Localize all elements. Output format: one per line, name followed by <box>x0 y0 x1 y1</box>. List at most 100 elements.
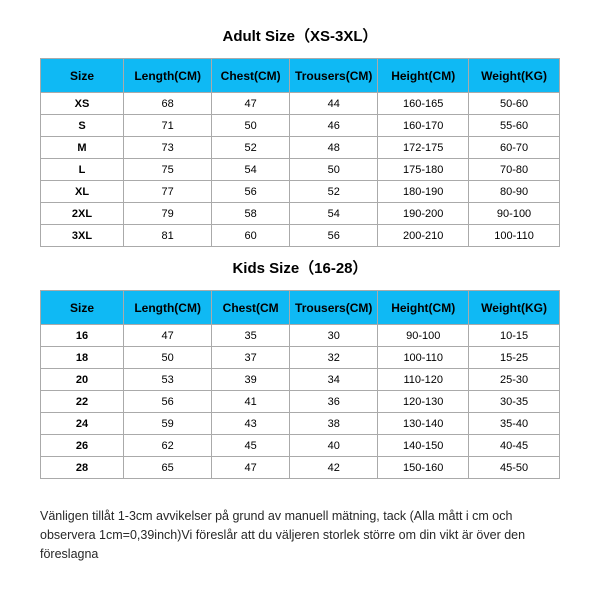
table-cell: 35 <box>212 325 290 347</box>
table-cell: 10-15 <box>469 325 560 347</box>
table-row: XS684744160-16550-60 <box>41 93 560 115</box>
table-cell: 100-110 <box>469 225 560 247</box>
table-cell: 59 <box>124 413 212 435</box>
column-header: Chest(CM) <box>212 59 290 93</box>
table-cell: 120-130 <box>378 391 469 413</box>
table-cell: M <box>41 137 124 159</box>
table-cell: 68 <box>124 93 212 115</box>
table-cell: 50 <box>124 347 212 369</box>
table-cell: 3XL <box>41 225 124 247</box>
table-cell: 100-110 <box>378 347 469 369</box>
table-cell: 70-80 <box>469 159 560 181</box>
table-cell: 54 <box>212 159 290 181</box>
table-cell: 47 <box>124 325 212 347</box>
table-cell: 60 <box>212 225 290 247</box>
table-cell: 73 <box>124 137 212 159</box>
table-cell: 160-165 <box>378 93 469 115</box>
table-cell: 38 <box>290 413 378 435</box>
table-cell: 77 <box>124 181 212 203</box>
table-cell: 46 <box>290 115 378 137</box>
table-cell: 42 <box>290 457 378 479</box>
table-cell: 150-160 <box>378 457 469 479</box>
adult-size-table: SizeLength(CM)Chest(CM)Trousers(CM)Heigh… <box>40 58 560 247</box>
table-row: 18503732100-11015-25 <box>41 347 560 369</box>
table-cell: 37 <box>212 347 290 369</box>
column-header: Size <box>41 291 124 325</box>
table-row: XL775652180-19080-90 <box>41 181 560 203</box>
table-cell: 81 <box>124 225 212 247</box>
table-cell: 40 <box>290 435 378 457</box>
table-cell: 56 <box>290 225 378 247</box>
table-cell: 79 <box>124 203 212 225</box>
table-cell: 36 <box>290 391 378 413</box>
table-cell: 160-170 <box>378 115 469 137</box>
table-cell: 24 <box>41 413 124 435</box>
kids-size-table: SizeLength(CM)Chest(CMTrousers(CM)Height… <box>40 290 560 479</box>
column-header: Length(CM) <box>124 59 212 93</box>
table-cell: XS <box>41 93 124 115</box>
table-cell: 56 <box>212 181 290 203</box>
kids-title: Kids Size（16-28） <box>40 247 560 290</box>
table-cell: 15-25 <box>469 347 560 369</box>
column-header: Height(CM) <box>378 59 469 93</box>
table-row: M735248172-17560-70 <box>41 137 560 159</box>
table-row: L755450175-18070-80 <box>41 159 560 181</box>
table-cell: 180-190 <box>378 181 469 203</box>
table-row: 20533934110-12025-30 <box>41 369 560 391</box>
table-row: 2XL795854190-20090-100 <box>41 203 560 225</box>
table-cell: 130-140 <box>378 413 469 435</box>
table-cell: 190-200 <box>378 203 469 225</box>
table-cell: 60-70 <box>469 137 560 159</box>
table-cell: 18 <box>41 347 124 369</box>
table-cell: 35-40 <box>469 413 560 435</box>
table-cell: 43 <box>212 413 290 435</box>
table-cell: 30-35 <box>469 391 560 413</box>
table-cell: 52 <box>290 181 378 203</box>
table-row: 3XL816056200-210100-110 <box>41 225 560 247</box>
column-header: Trousers(CM) <box>290 291 378 325</box>
table-cell: 32 <box>290 347 378 369</box>
column-header: Weight(KG) <box>469 59 560 93</box>
table-cell: 55-60 <box>469 115 560 137</box>
table-cell: 2XL <box>41 203 124 225</box>
table-cell: 110-120 <box>378 369 469 391</box>
table-cell: 48 <box>290 137 378 159</box>
table-cell: 90-100 <box>469 203 560 225</box>
column-header: Size <box>41 59 124 93</box>
table-cell: XL <box>41 181 124 203</box>
table-row: 1647353090-10010-15 <box>41 325 560 347</box>
adult-title: Adult Size（XS-3XL） <box>40 15 560 58</box>
table-row: 26624540140-15040-45 <box>41 435 560 457</box>
table-cell: 41 <box>212 391 290 413</box>
table-cell: 47 <box>212 457 290 479</box>
table-cell: 30 <box>290 325 378 347</box>
table-cell: L <box>41 159 124 181</box>
column-header: Chest(CM <box>212 291 290 325</box>
table-cell: 65 <box>124 457 212 479</box>
table-row: 24594338130-14035-40 <box>41 413 560 435</box>
table-cell: 75 <box>124 159 212 181</box>
table-cell: 80-90 <box>469 181 560 203</box>
column-header: Trousers(CM) <box>290 59 378 93</box>
table-cell: 26 <box>41 435 124 457</box>
column-header: Length(CM) <box>124 291 212 325</box>
table-cell: 200-210 <box>378 225 469 247</box>
table-cell: 20 <box>41 369 124 391</box>
table-cell: 50 <box>290 159 378 181</box>
column-header: Weight(KG) <box>469 291 560 325</box>
table-cell: 175-180 <box>378 159 469 181</box>
table-row: S715046160-17055-60 <box>41 115 560 137</box>
table-cell: 52 <box>212 137 290 159</box>
table-cell: 28 <box>41 457 124 479</box>
table-cell: 50 <box>212 115 290 137</box>
table-cell: 45-50 <box>469 457 560 479</box>
table-cell: 54 <box>290 203 378 225</box>
table-cell: 44 <box>290 93 378 115</box>
table-cell: 172-175 <box>378 137 469 159</box>
table-row: 22564136120-13030-35 <box>41 391 560 413</box>
table-cell: 16 <box>41 325 124 347</box>
column-header: Height(CM) <box>378 291 469 325</box>
table-cell: 39 <box>212 369 290 391</box>
table-row: 28654742150-16045-50 <box>41 457 560 479</box>
table-cell: 25-30 <box>469 369 560 391</box>
